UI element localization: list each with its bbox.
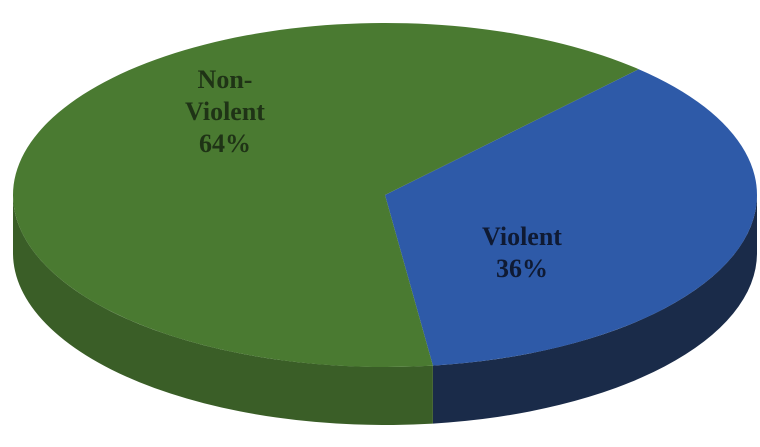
pie-label-line: 64% bbox=[199, 129, 251, 158]
pie-slice-violent bbox=[385, 69, 758, 366]
pie-side-non-violent bbox=[13, 195, 433, 426]
pie-sides bbox=[13, 195, 757, 426]
pie-slice-non-violent bbox=[12, 23, 639, 368]
pie-labels: Violent 36% Non- Violent 64% bbox=[185, 65, 562, 283]
pie-tops bbox=[12, 23, 758, 368]
pie-label-line: Violent bbox=[185, 97, 265, 126]
pie-label-violent: Violent 36% bbox=[482, 222, 562, 283]
pie-label-line: Non- bbox=[198, 65, 253, 94]
pie-label-non-violent: Non- Violent 64% bbox=[185, 65, 265, 158]
pie-side-violent bbox=[432, 195, 757, 424]
pie-label-line: 36% bbox=[496, 254, 548, 283]
pie-label-line: Violent bbox=[482, 222, 562, 251]
